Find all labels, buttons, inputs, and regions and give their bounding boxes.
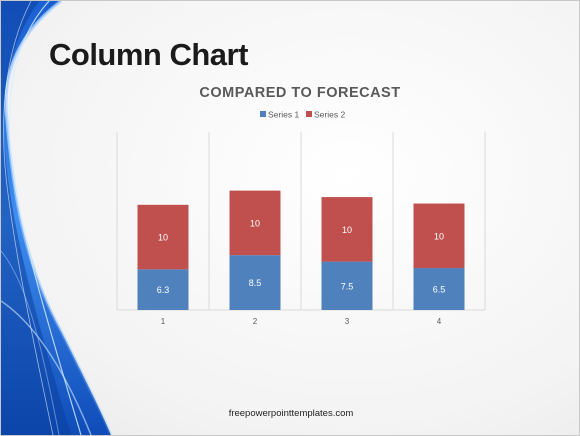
data-label-series-2-cat-3: 10 [342,225,352,235]
bar-series-2-cat-4 [413,203,465,269]
data-label-series-1-cat-1: 6.3 [157,285,170,295]
data-label-series-2-cat-2: 10 [250,218,260,228]
bar-series-1-cat-3 [321,261,373,310]
legend-label-series-1: Series 1 [268,110,299,120]
x-tick-label-2: 2 [253,317,258,326]
bar-series-1-cat-2 [229,255,281,310]
legend-swatch-series-2 [306,111,312,117]
chart-title: COMPARED TO FORECAST [199,85,400,101]
x-tick-label-1: 1 [161,317,166,326]
data-label-series-2-cat-1: 10 [158,233,168,243]
data-label-series-1-cat-3: 7.5 [341,281,354,291]
bar-series-1-cat-1 [137,269,189,310]
data-label-series-1-cat-4: 6.5 [433,285,446,295]
footer-text: freepowerpointtemplates.com [228,408,354,419]
data-label-series-1-cat-2: 8.5 [249,278,262,288]
legend-swatch-series-1 [260,111,266,117]
legend-label-series-2: Series 2 [314,110,345,120]
data-label-series-2-cat-4: 10 [434,231,444,241]
x-tick-label-3: 3 [345,317,350,326]
bar-series-2-cat-1 [137,204,189,270]
bar-series-2-cat-2 [229,190,281,256]
bar-series-1-cat-4 [413,268,465,310]
bar-series-2-cat-3 [321,197,373,262]
slide-title: Column Chart [49,37,248,72]
x-tick-label-4: 4 [437,317,442,326]
